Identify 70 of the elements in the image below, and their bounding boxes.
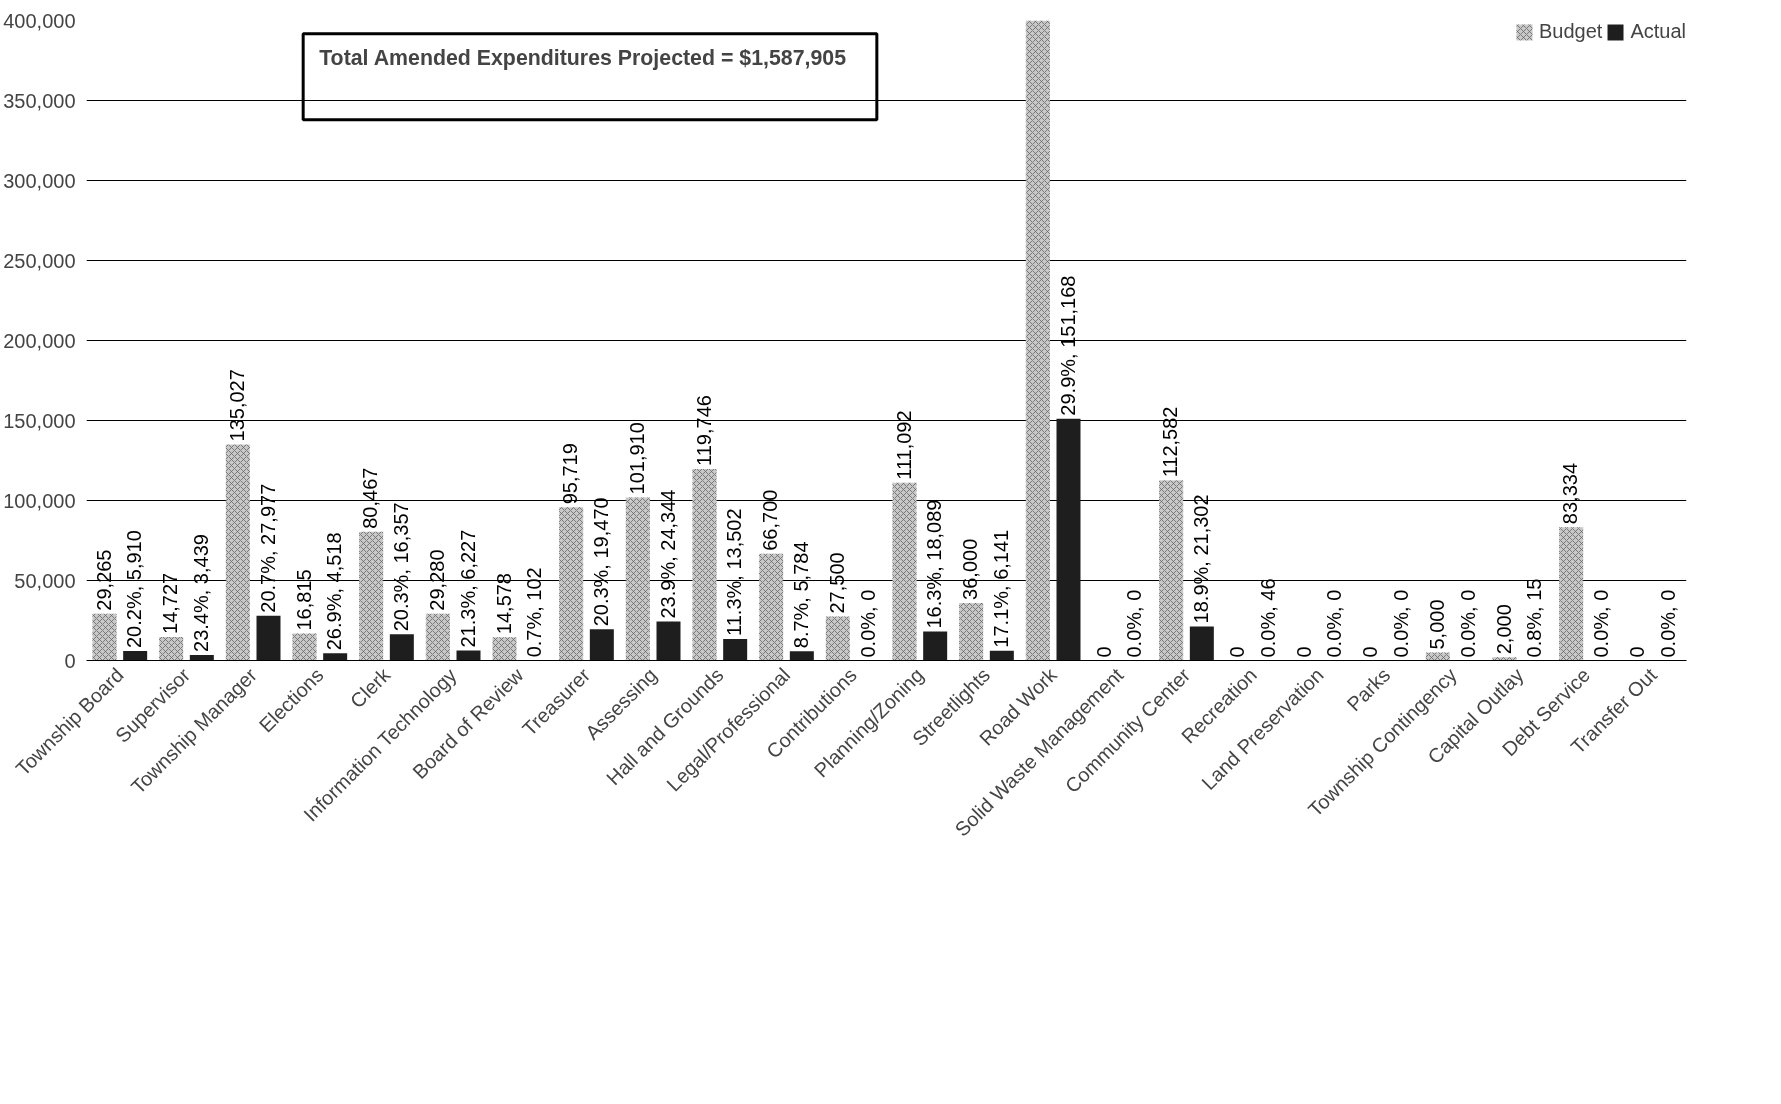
data-label: 20.3%, 16,357 [389, 502, 412, 632]
y-tick-label: 300,000 [3, 169, 76, 192]
data-label: 16.3%, 18,089 [923, 499, 946, 629]
data-label: 0.0%, 0 [1389, 589, 1412, 658]
data-label: 36,000 [959, 538, 982, 600]
bar [989, 650, 1014, 661]
data-label: 29,265 [92, 549, 115, 611]
data-label: 0 [1359, 646, 1382, 658]
data-label: 0 [1292, 646, 1315, 658]
bar [656, 621, 681, 661]
y-tick-label: 50,000 [14, 569, 76, 592]
data-label: 0.0%, 0 [1323, 589, 1346, 658]
data-label: 83,334 [1559, 462, 1582, 525]
bar [323, 653, 348, 661]
legend-label: Actual [1630, 20, 1686, 43]
y-tick-label: 200,000 [3, 329, 76, 352]
data-label: 18.9%, 21,302 [1189, 494, 1212, 624]
data-label: 23.9%, 24,344 [656, 489, 679, 619]
annotation: Total Amended Expenditures Projected = $1,587,905 [319, 45, 847, 70]
data-label: 20.3%, 19,470 [589, 497, 612, 627]
bar [589, 629, 614, 661]
data-label: 20.2%, 5,910 [123, 530, 146, 649]
data-label: 27,500 [825, 552, 848, 614]
data-label: 0 [1625, 646, 1648, 658]
data-label: 0 [1092, 646, 1115, 658]
data-label: 0.0%, 0 [1123, 589, 1146, 658]
bar [923, 631, 948, 661]
y-tick-label: 350,000 [3, 89, 76, 112]
bar [189, 655, 214, 661]
y-tick-label: 0 [64, 649, 76, 672]
bar [789, 651, 814, 661]
data-label: 0.0%, 0 [1589, 589, 1612, 658]
data-label: 119,746 [692, 395, 715, 466]
bar [389, 634, 414, 661]
data-label: 0.0%, 0 [1656, 589, 1679, 658]
bar [123, 651, 148, 661]
data-label: 2,000 [1492, 604, 1515, 655]
data-label: 95,719 [559, 443, 582, 505]
data-label: 111,092 [892, 410, 915, 480]
bar [1056, 418, 1081, 661]
bar [723, 638, 748, 661]
data-label: 135,027 [225, 369, 248, 442]
y-tick-label: 150,000 [3, 409, 76, 432]
bar [256, 615, 281, 661]
data-label: 0.0%, 0 [1456, 589, 1479, 658]
data-label: 14,727 [159, 572, 182, 634]
y-tick-label: 100,000 [3, 489, 76, 512]
data-label: 23.4%, 3,439 [189, 534, 212, 652]
data-label: 21.3%, 6,227 [456, 529, 479, 648]
data-label: 101,910 [625, 422, 648, 495]
data-label: 5,000 [1425, 599, 1448, 650]
data-label: 80,467 [359, 467, 382, 529]
data-label: 112,582 [1159, 406, 1182, 478]
legend-label: Budget [1539, 20, 1603, 43]
data-label: 0 [1225, 646, 1248, 658]
data-label: 29.9%, 151,168 [1056, 275, 1079, 416]
data-label: 20.7%, 27,977 [256, 483, 279, 613]
bar [456, 650, 481, 661]
bar [1189, 626, 1214, 661]
data-label: 66,700 [759, 489, 782, 551]
data-label: 26.9%, 4,518 [323, 532, 346, 651]
data-label: 8.7%, 5,784 [789, 541, 812, 649]
data-label: 14,578 [492, 573, 515, 635]
y-tick-label: 250,000 [3, 249, 76, 272]
y-tick-label: 400,000 [3, 9, 76, 32]
data-label: 29,280 [425, 549, 448, 611]
data-label: 17.1%, 6,141 [989, 529, 1012, 648]
data-label: 0.0%, 0 [856, 589, 879, 658]
data-label: 16,815 [292, 569, 315, 631]
data-label: 11.3%, 13,502 [723, 508, 746, 636]
